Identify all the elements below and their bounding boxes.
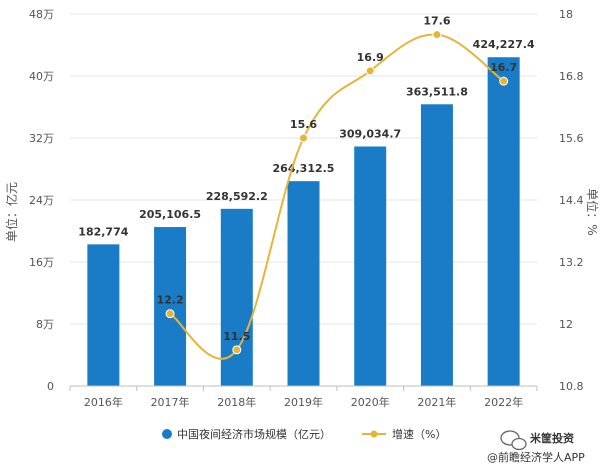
line-value-label: 17.6	[423, 15, 450, 28]
watermark-source: @前瞻经济学人APP	[487, 450, 585, 464]
right-tick-label: 18	[559, 8, 573, 21]
left-tick-label: 8万	[36, 318, 54, 331]
line-point	[432, 30, 442, 40]
legend-bar-label: 中国夜间经济市场规模（亿元）	[177, 427, 331, 441]
line-point	[232, 345, 242, 355]
right-tick-label: 14.4	[559, 194, 584, 207]
x-tick-label: 2022年	[484, 395, 523, 409]
line-value-label: 15.6	[290, 118, 317, 131]
line-value-label: 12.2	[157, 294, 184, 307]
left-axis-title: 单位：亿元	[4, 182, 19, 242]
x-tick-label: 2020年	[351, 395, 390, 409]
right-axis-title: 单位：%	[585, 188, 600, 235]
line-point	[165, 309, 175, 319]
bar	[487, 57, 520, 387]
left-tick-label: 32万	[29, 132, 54, 145]
x-tick-label: 2021年	[417, 395, 456, 409]
line-point	[299, 133, 308, 143]
wechat-icon	[500, 430, 527, 451]
x-tick-label: 2017年	[151, 395, 190, 409]
line-point	[365, 66, 375, 76]
x-tick-label: 2018年	[217, 395, 256, 409]
legend: 中国夜间经济市场规模（亿元） 增速（%）	[162, 427, 446, 441]
x-tick-label: 2019年	[284, 395, 323, 409]
bar	[154, 227, 187, 386]
bar-value-label: 309,034.7	[339, 127, 401, 140]
left-tick-label: 16万	[29, 256, 54, 269]
left-tick-label: 0	[47, 380, 54, 393]
bar-series: 182,774 205,106.5 228,592.2 264,312.5 309,03…	[78, 38, 535, 387]
bar	[420, 104, 453, 387]
axes: 0 8万 16万 24万 32万 40万 48万 10.8 12 13.2 14.4 15.6 16.8…	[29, 8, 584, 409]
watermark: 米筐投资 @前瞻经济学人APP	[487, 430, 585, 464]
line-series: 12.2 11.5 15.6 16.9 17.6 16.7	[157, 15, 517, 360]
watermark-brand: 米筐投资	[529, 431, 574, 445]
bar-value-label: 205,106.5	[139, 208, 201, 221]
bar-value-label: 182,774	[78, 225, 128, 238]
line-value-label: 16.9	[357, 51, 384, 64]
left-tick-label: 40万	[29, 70, 54, 83]
left-tick-label: 48万	[29, 8, 54, 21]
left-tick-label: 24万	[29, 194, 54, 207]
bar	[354, 146, 387, 386]
right-tick-label: 10.8	[559, 380, 584, 393]
bar-value-label: 363,511.8	[406, 85, 468, 98]
legend-bar-marker	[162, 429, 172, 439]
right-tick-label: 15.6	[559, 132, 584, 145]
right-tick-label: 13.2	[559, 256, 584, 269]
legend-line-dot	[370, 430, 378, 438]
bar-value-label: 424,227.4	[473, 38, 535, 51]
x-tick-label: 2016年	[84, 395, 123, 409]
bar	[220, 208, 253, 386]
line-value-label: 16.7	[490, 61, 517, 74]
line-value-label: 11.5	[223, 330, 250, 343]
bar	[87, 244, 120, 386]
right-tick-label: 12	[559, 318, 573, 331]
right-tick-label: 16.8	[559, 70, 584, 83]
legend-line-label: 增速（%）	[392, 427, 446, 441]
bar	[287, 181, 320, 386]
line-point	[499, 76, 509, 86]
bar-value-label: 264,312.5	[273, 162, 335, 175]
bar-value-label: 228,592.2	[206, 190, 268, 203]
